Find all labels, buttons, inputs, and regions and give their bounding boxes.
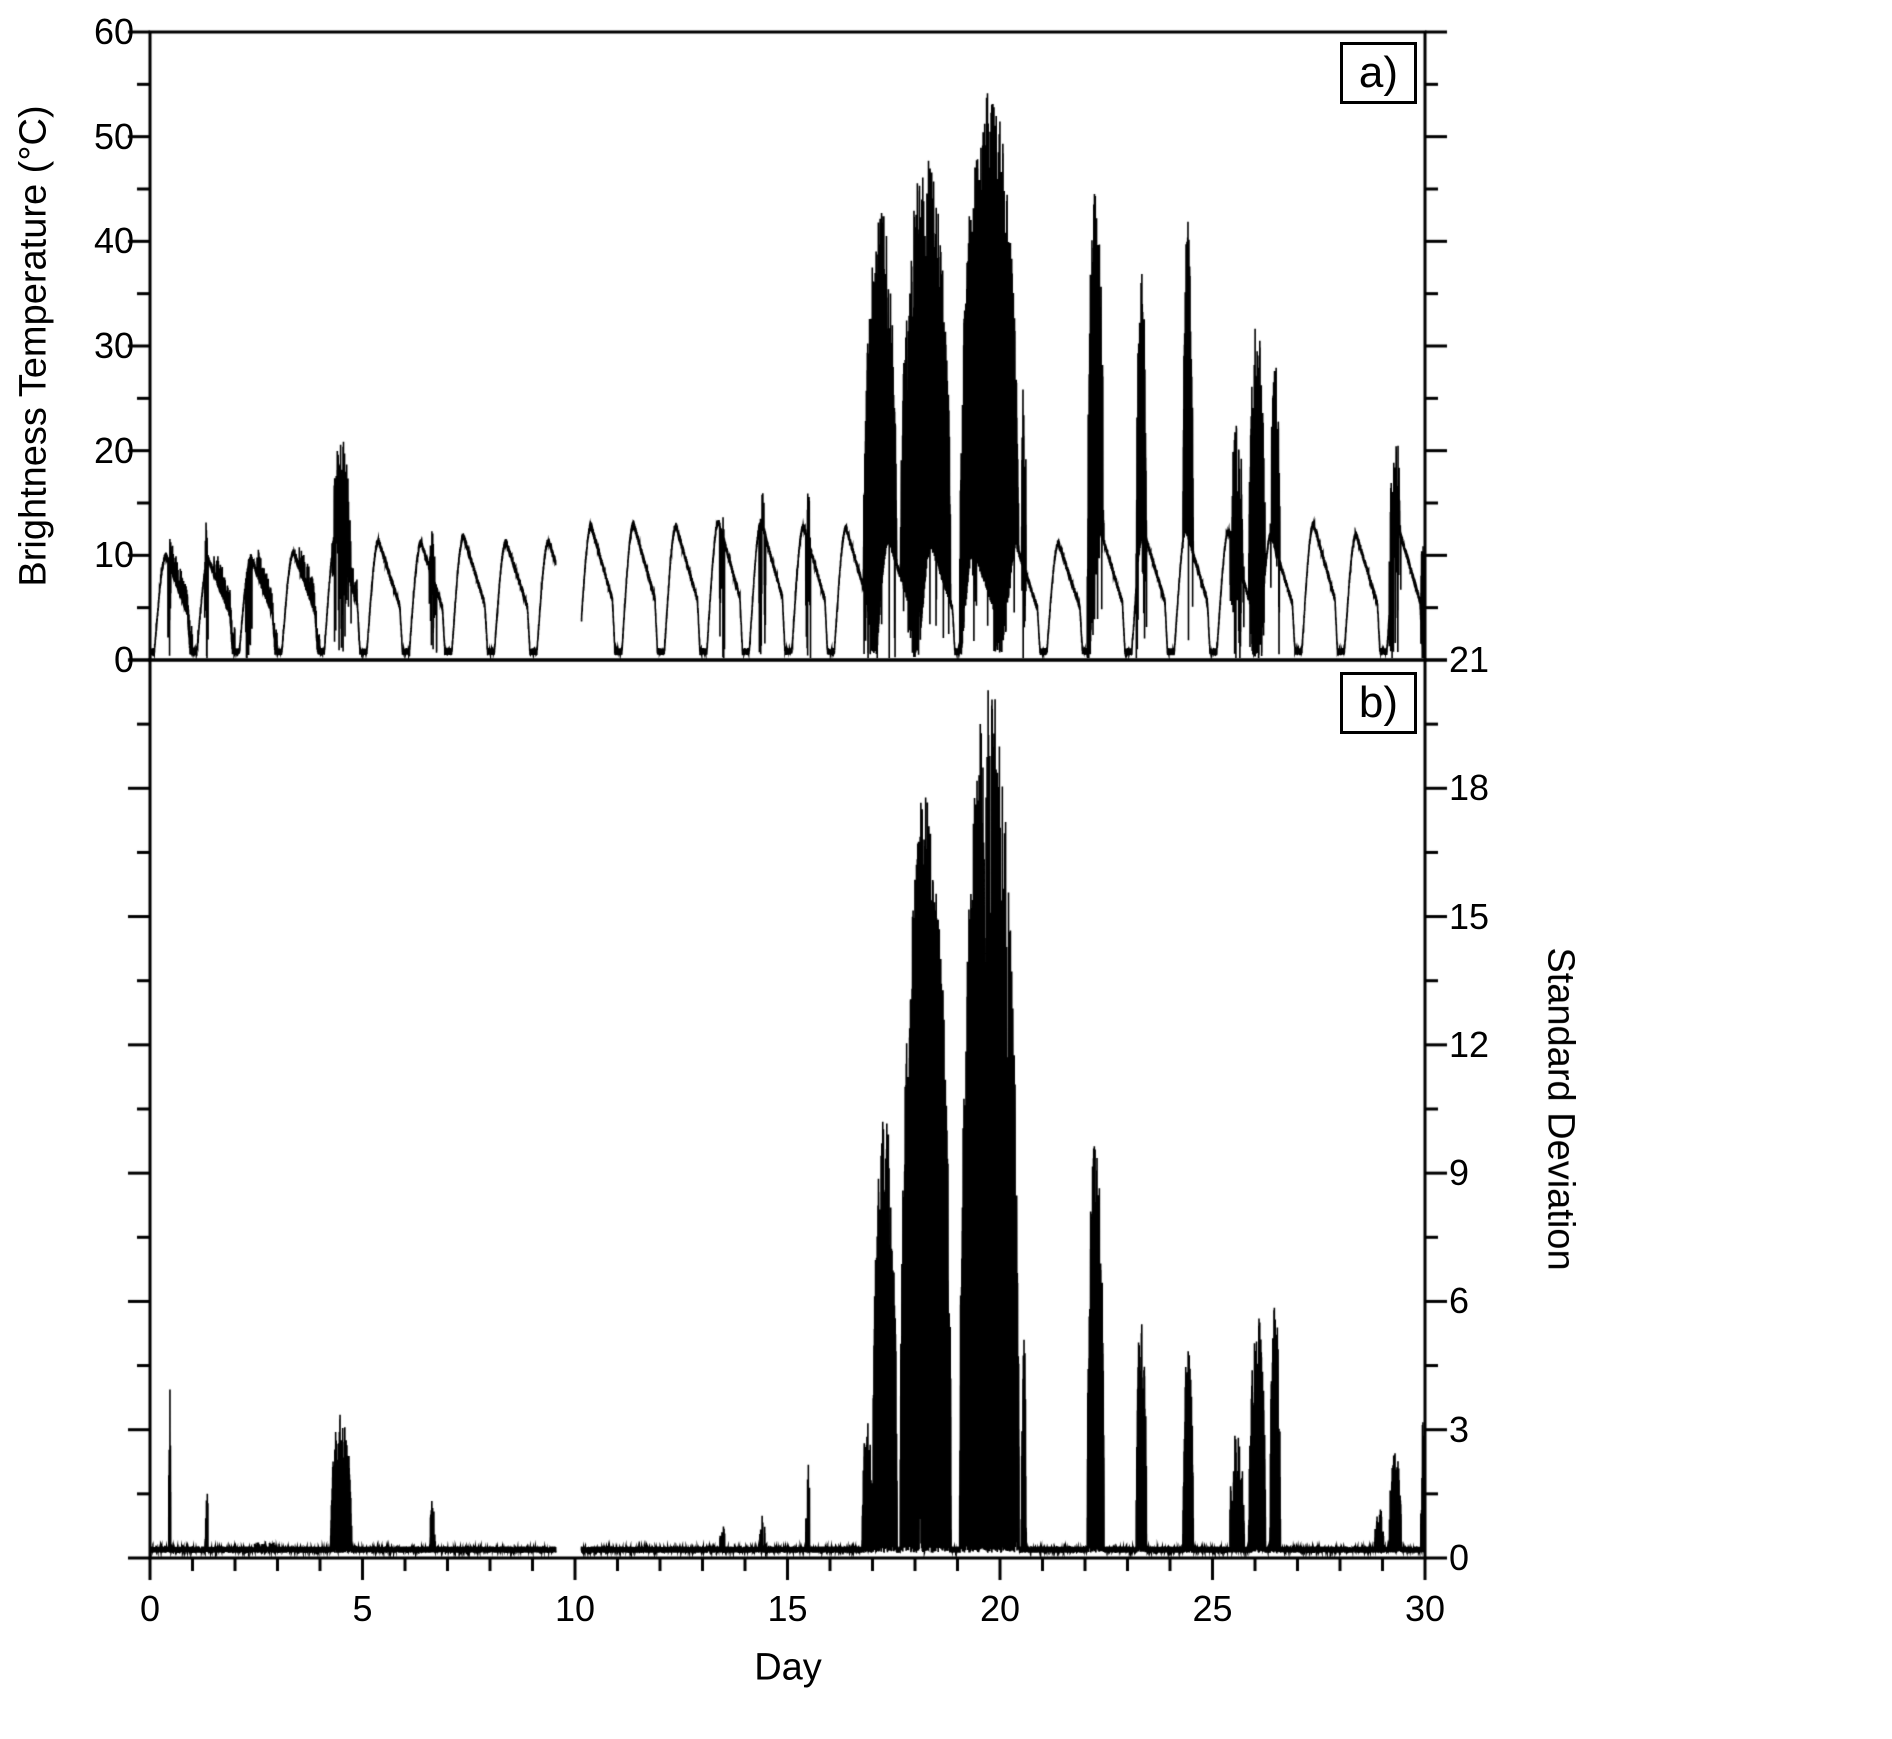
x-tick-label-25: 25: [1192, 1588, 1233, 1629]
y-tick-label-b-15: 15: [1449, 895, 1490, 937]
y-tick-label-b-21: 21: [1449, 639, 1490, 680]
y-tick-label-a-30: 30: [93, 325, 134, 366]
y-tick-label-b-18: 18: [1449, 767, 1490, 809]
x-tick-label-0: 0: [139, 1588, 161, 1629]
y-tick-label-a-10: 10: [93, 534, 134, 576]
x-tick-label-5: 5: [352, 1588, 373, 1629]
y-tick-label-b-9: 9: [1449, 1152, 1470, 1194]
panel-b-label: b): [1339, 672, 1417, 735]
y-tick-label-b-3: 3: [1449, 1408, 1470, 1450]
y-axis-title-left: Brightness Temperature (°C): [12, 105, 55, 587]
x-tick-label-15: 15: [767, 1588, 808, 1629]
y-tick-label-a-60: 60: [93, 11, 134, 52]
x-tick-label-20: 20: [979, 1588, 1021, 1629]
y-tick-label-a-50: 50: [93, 115, 134, 157]
x-tick-label-10: 10: [554, 1588, 596, 1629]
y-axis-title-right: Standard Deviation: [1539, 947, 1582, 1271]
panel-a-label: a): [1339, 42, 1417, 105]
x-axis-title: Day: [754, 1646, 822, 1689]
y-tick-label-b-0: 0: [1449, 1537, 1470, 1578]
y-tick-label-b-6: 6: [1449, 1280, 1470, 1322]
y-tick-label-a-20: 20: [93, 429, 134, 471]
y-tick-label-a-40: 40: [93, 220, 134, 262]
y-tick-label-b-12: 12: [1449, 1023, 1490, 1065]
y-tick-label-a-0: 0: [113, 639, 134, 680]
x-tick-label-30: 30: [1404, 1588, 1446, 1629]
